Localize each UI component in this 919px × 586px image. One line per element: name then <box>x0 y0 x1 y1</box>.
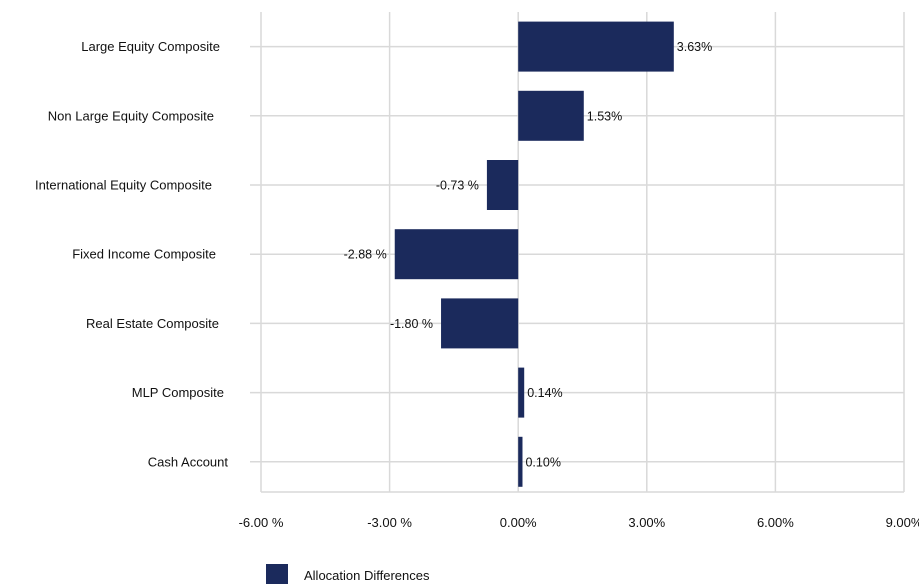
x-tick-label: 6.00% <box>757 515 794 530</box>
legend: Allocation Differences <box>266 564 430 584</box>
bars <box>394 21 674 487</box>
data-label: -0.73 % <box>436 179 479 193</box>
bar <box>518 367 525 418</box>
category-label: International Equity Composite <box>35 178 212 193</box>
data-label: 3.63% <box>677 40 712 54</box>
x-tick-label: 3.00% <box>628 515 665 530</box>
x-tick-label: 0.00% <box>500 515 537 530</box>
bar <box>486 160 519 210</box>
x-tick-label: -3.00 % <box>367 515 412 530</box>
category-label: Non Large Equity Composite <box>48 108 214 123</box>
legend-label: Allocation Differences <box>304 568 430 583</box>
category-label: Cash Account <box>148 454 229 469</box>
bar <box>518 436 523 487</box>
legend-swatch <box>266 564 288 584</box>
data-label: -2.88 % <box>344 248 387 262</box>
bar <box>394 229 519 280</box>
category-label: Large Equity Composite <box>81 39 220 54</box>
data-label: -1.80 % <box>390 317 433 331</box>
bar <box>441 298 519 349</box>
grid <box>250 12 905 493</box>
labels: Large Equity Composite 3.63% Non Large Equ… <box>35 39 919 530</box>
category-label: MLP Composite <box>132 385 224 400</box>
category-label: Fixed Income Composite <box>72 247 216 262</box>
data-label: 0.10% <box>525 455 560 469</box>
bar <box>518 90 584 141</box>
x-tick-label: 9.00% <box>886 515 919 530</box>
x-tick-label: -6.00 % <box>239 515 284 530</box>
data-label: 1.53% <box>587 109 622 123</box>
data-label: 0.14% <box>527 386 562 400</box>
bar <box>518 21 674 72</box>
category-label: Real Estate Composite <box>86 316 219 331</box>
